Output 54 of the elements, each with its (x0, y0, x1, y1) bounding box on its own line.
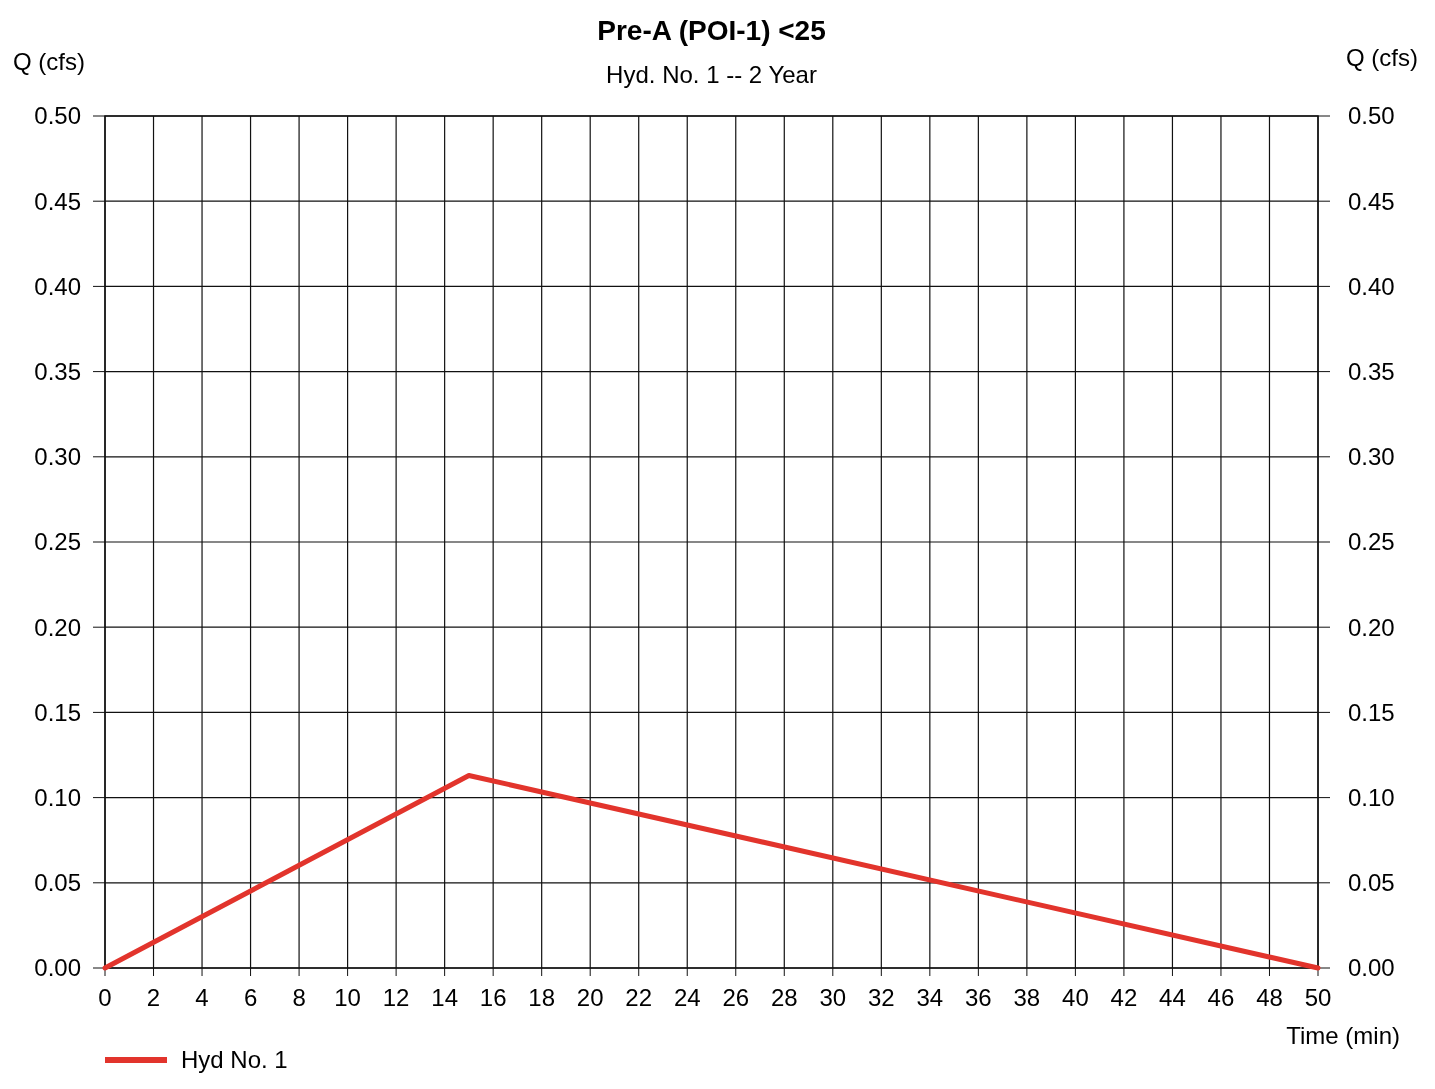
x-tick-label: 50 (1304, 984, 1332, 1011)
y-tick-label: 0.40 (34, 272, 81, 300)
chart-title: Pre-A (POI-1) <25 (597, 15, 826, 46)
y-tick-label: 0.30 (34, 443, 81, 471)
x-tick-label: 8 (292, 984, 306, 1011)
y-axis-title: Q (cfs) (13, 48, 85, 75)
x-tick-label: 14 (431, 984, 458, 1011)
x-tick-label: 40 (1062, 984, 1089, 1011)
x-tick-label: 44 (1159, 984, 1186, 1011)
x-tick-label: 12 (382, 984, 410, 1011)
x-tick-label: 16 (479, 984, 507, 1011)
y-tick-label: 0.20 (34, 613, 81, 641)
y-tick-label: 0.25 (34, 528, 81, 556)
y-tick-label: 0.35 (34, 358, 81, 385)
chart-subtitle: Hyd. No. 1 -- 2 Year (606, 61, 817, 88)
y2-tick-label: 0.15 (1348, 698, 1395, 726)
x-tick-label: 30 (819, 984, 847, 1011)
x-tick-label: 48 (1256, 984, 1283, 1011)
x-tick-label: 4 (195, 984, 209, 1011)
y-tick-label: 0.05 (34, 869, 81, 897)
y2-tick-label: 0.45 (1348, 187, 1395, 215)
x-tick-label: 20 (576, 984, 604, 1011)
x-tick-label: 42 (1110, 984, 1138, 1011)
x-tick-label: 28 (770, 984, 798, 1011)
y2-tick-label: 0.50 (1348, 102, 1395, 130)
x-tick-label: 6 (243, 984, 258, 1011)
x-tick-label: 0 (98, 984, 112, 1011)
y2-axis-title: Q (cfs) (1346, 44, 1418, 71)
y2-tick-label: 0.40 (1348, 272, 1395, 300)
x-tick-label: 38 (1013, 984, 1041, 1011)
y-tick-label: 0.15 (34, 698, 81, 726)
x-tick-label: 22 (625, 984, 653, 1011)
x-tick-label: 2 (146, 984, 161, 1011)
x-tick-label: 10 (334, 984, 361, 1011)
legend-label: Hyd No. 1 (181, 1046, 288, 1074)
y-tick-label: 0.50 (34, 102, 81, 130)
x-tick-label: 46 (1207, 984, 1235, 1011)
y2-tick-label: 0.30 (1348, 443, 1395, 471)
y-tick-label: 0.45 (34, 187, 81, 215)
x-tick-label: 36 (965, 984, 992, 1011)
y2-tick-label: 0.25 (1348, 528, 1395, 556)
x-tick-label: 32 (867, 984, 895, 1011)
y-tick-label: 0.10 (34, 784, 81, 811)
x-tick-label: 18 (528, 984, 556, 1011)
x-tick-label: 26 (722, 984, 750, 1011)
y2-tick-label: 0.05 (1348, 869, 1395, 897)
y2-tick-label: 0.35 (1348, 358, 1395, 385)
x-tick-label: 34 (916, 984, 944, 1011)
y2-tick-label: 0.00 (1348, 954, 1395, 982)
y2-tick-label: 0.20 (1348, 613, 1395, 641)
x-axis-title: Time (min) (1286, 1022, 1400, 1049)
y2-tick-label: 0.10 (1348, 784, 1395, 811)
y-tick-label: 0.00 (34, 954, 81, 982)
x-tick-label: 24 (673, 984, 701, 1011)
